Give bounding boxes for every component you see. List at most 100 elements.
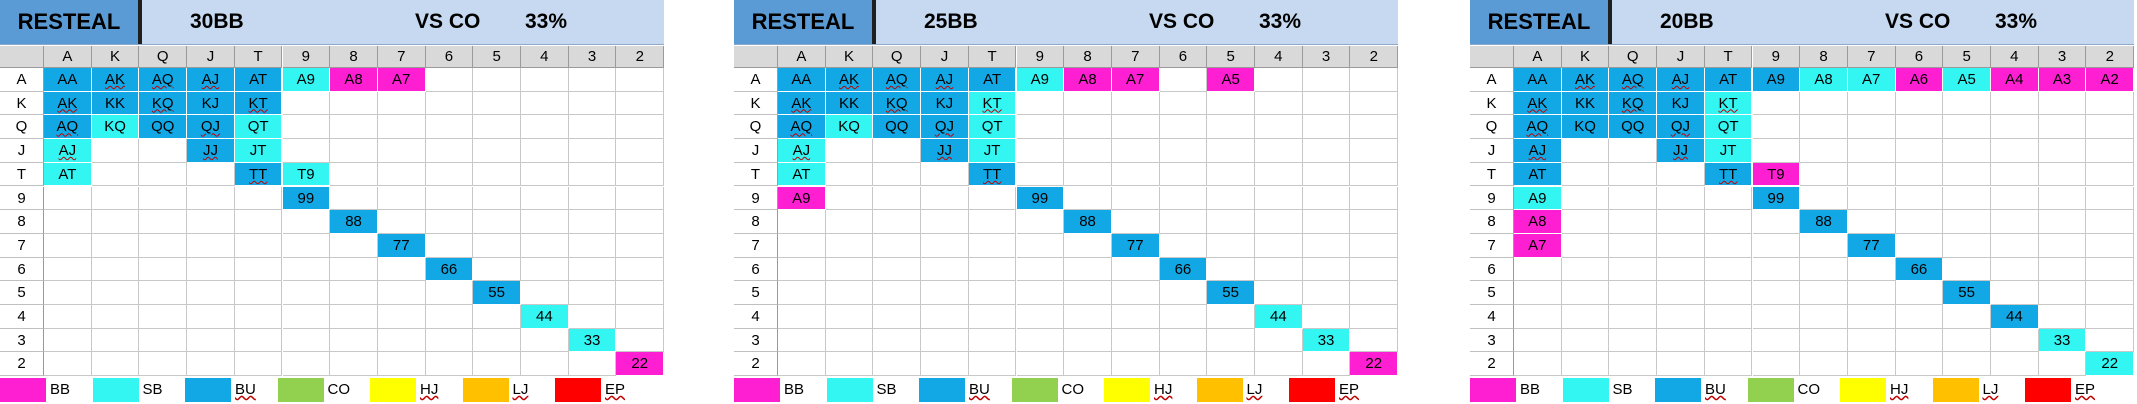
- grid-cell-empty: [873, 186, 922, 211]
- grid-corner: [734, 46, 778, 68]
- hand-cell: QQ: [139, 115, 188, 140]
- grid-cell-empty: [1991, 281, 2039, 305]
- grid-cell-empty: [873, 210, 922, 234]
- column-header: 2: [2086, 46, 2135, 68]
- grid-cell-empty: [825, 186, 874, 211]
- grid-cell-empty: [825, 257, 874, 282]
- hand-label: KJ: [201, 94, 220, 112]
- hand-cell: KT: [968, 91, 1017, 116]
- column-header: Q: [1609, 46, 1658, 68]
- legend-label: BB: [1520, 378, 1540, 402]
- grid-cell-empty: [1350, 305, 1399, 329]
- legend-text: HJ: [420, 381, 439, 398]
- grid-cell-empty: [1514, 328, 1562, 353]
- grid-cell-empty: [282, 139, 331, 163]
- grid-cell-empty: [330, 352, 378, 377]
- grid-cell-empty: [234, 305, 283, 329]
- grid-cell-empty: [921, 281, 969, 305]
- grid-cell-empty: [473, 162, 521, 187]
- row-header: Q: [0, 115, 44, 140]
- panel-title: RESTEAL: [0, 0, 142, 44]
- hand-label: 44: [536, 308, 553, 325]
- grid-cell-empty: [921, 257, 969, 282]
- grid-cell-empty: [616, 186, 665, 211]
- column-header: 8: [330, 46, 378, 68]
- hand-label: A5: [1957, 71, 1976, 88]
- row-header: 5: [1470, 281, 1514, 305]
- grid-cell-empty: [2038, 162, 2087, 187]
- grid-corner: [0, 46, 44, 68]
- grid-cell-empty: [968, 281, 1017, 305]
- grid-cell-empty: [2038, 305, 2087, 329]
- grid-cell-empty: [568, 115, 617, 140]
- grid-cell-empty: [1016, 305, 1065, 329]
- grid-cell-empty: [1943, 233, 1991, 258]
- hand-label: JJ: [936, 142, 952, 160]
- legend-text: LJ: [1982, 381, 1999, 398]
- hand-label: A7: [392, 71, 411, 88]
- hand-cell: 33: [1302, 328, 1351, 353]
- hand-cell: AT: [1514, 162, 1562, 187]
- hand-cell: 88: [330, 210, 378, 234]
- grid-cell-empty: [825, 352, 874, 377]
- hand-cell: TT: [1704, 162, 1753, 187]
- grid-cell-empty: [1302, 305, 1351, 329]
- grid-cell-empty: [1895, 328, 1944, 353]
- hand-cell: A7: [1111, 68, 1160, 92]
- hand-label: 66: [1910, 260, 1928, 278]
- grid-cell-empty: [91, 210, 140, 234]
- hand-cell: AA: [778, 68, 826, 92]
- grid-cell-empty: [521, 210, 569, 234]
- grid-cell-empty: [568, 352, 617, 377]
- column-header: 3: [568, 46, 617, 68]
- hand-label: AA: [791, 71, 812, 88]
- row-header: 8: [1470, 210, 1514, 234]
- grid-cell-empty: [1847, 139, 1896, 163]
- legend-swatch: [1011, 378, 1058, 402]
- legend-text: BU: [235, 381, 256, 398]
- legend-text: BB: [1520, 381, 1541, 398]
- hand-label: 77: [1126, 236, 1144, 254]
- legend-text: BB: [784, 381, 805, 398]
- legend-swatch: [1840, 378, 1886, 402]
- row-header: 7: [0, 233, 44, 258]
- grid-cell-empty: [1943, 91, 1991, 116]
- hand-cell: TT: [968, 162, 1017, 187]
- grid-cell-empty: [282, 233, 331, 258]
- legend-swatch: [826, 378, 873, 402]
- hand-label: TT: [248, 165, 268, 183]
- grid-cell-empty: [377, 162, 426, 187]
- hand-cell: AT: [234, 68, 283, 92]
- hand-label: A9: [1030, 71, 1050, 88]
- hand-label: QJ: [1670, 118, 1691, 136]
- hand-cell: KT: [234, 91, 283, 116]
- grid-cell-empty: [921, 233, 969, 258]
- column-header: J: [1657, 46, 1705, 68]
- hand-label: 44: [1270, 308, 1287, 325]
- grid-cell-empty: [330, 91, 378, 116]
- grid-cell-empty: [1561, 257, 1610, 282]
- grid-cell-empty: [139, 281, 188, 305]
- grid-cell-empty: [778, 210, 826, 234]
- grid-cell-empty: [2038, 281, 2087, 305]
- legend-swatch: [1747, 378, 1794, 402]
- grid-cell-empty: [425, 68, 474, 92]
- grid-cell-empty: [2086, 162, 2135, 187]
- grid-cell-empty: [1943, 139, 1991, 163]
- hand-cell: QJ: [921, 115, 969, 140]
- legend-swatch: [185, 378, 231, 402]
- grid-cell-empty: [1159, 115, 1208, 140]
- grid-cell-empty: [91, 233, 140, 258]
- grid-cell-empty: [1302, 210, 1351, 234]
- hand-label: A7: [1862, 71, 1881, 88]
- grid-cell-empty: [1207, 186, 1255, 211]
- legend-swatch: [277, 378, 324, 402]
- hand-label: 33: [1317, 331, 1335, 349]
- hand-label: 22: [631, 355, 649, 373]
- grid-cell-empty: [282, 352, 331, 377]
- hand-cell: A9: [778, 186, 826, 211]
- grid-cell-empty: [1561, 233, 1610, 258]
- grid-cell-empty: [1991, 115, 2039, 140]
- hand-label: TT: [982, 165, 1002, 183]
- grid-cell-empty: [1609, 139, 1658, 163]
